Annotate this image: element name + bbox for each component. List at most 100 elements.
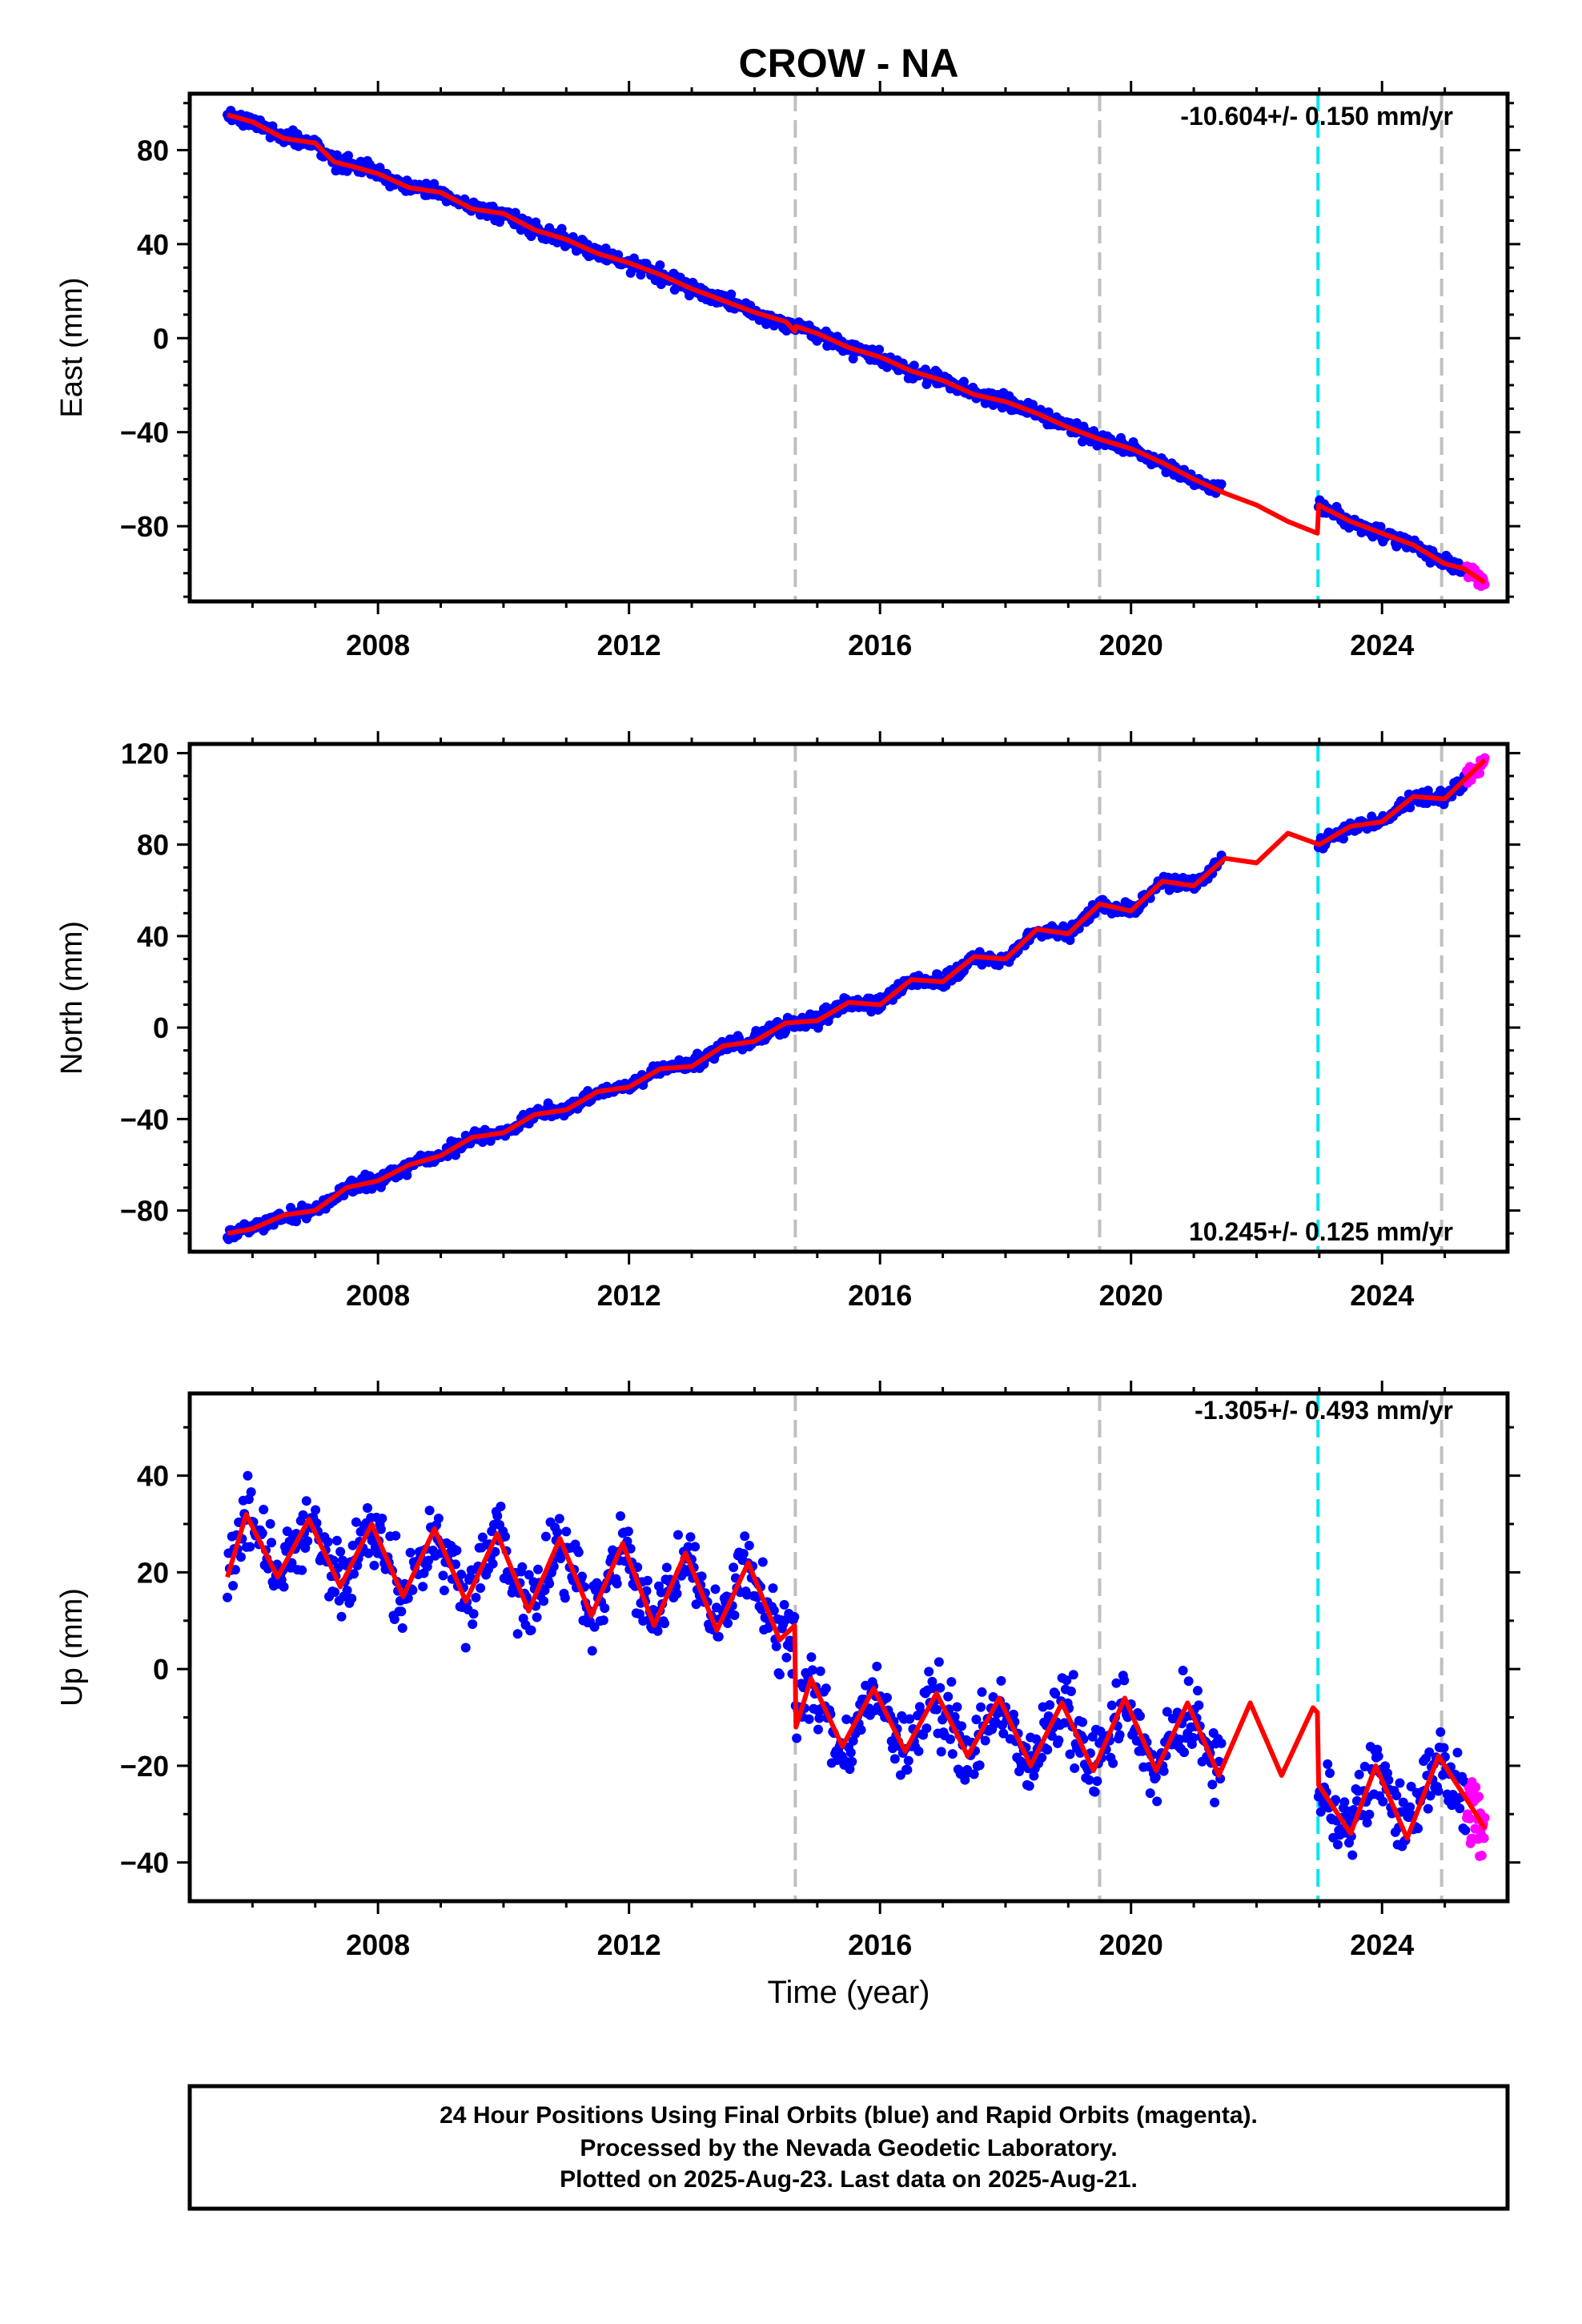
up-final-point-898 bbox=[1332, 1839, 1343, 1850]
east-final-point-183 bbox=[429, 179, 440, 189]
x-axis-label: Time (year) bbox=[768, 1975, 930, 2010]
up-final-point-89 bbox=[323, 1537, 333, 1547]
east-final-point-446 bbox=[726, 289, 737, 300]
up-final-point-710 bbox=[1024, 1781, 1034, 1791]
north-final-point-740 bbox=[1058, 921, 1069, 931]
up-final-point-829 bbox=[1158, 1766, 1169, 1776]
up-final-point-978 bbox=[1423, 1803, 1433, 1814]
up-final-point-211 bbox=[460, 1642, 471, 1653]
up-final-point-21 bbox=[246, 1487, 256, 1498]
up-final-point-530 bbox=[821, 1683, 831, 1694]
east-x-tick-label-2: 2016 bbox=[848, 629, 912, 661]
up-final-point-399 bbox=[673, 1530, 683, 1540]
up-final-point-224 bbox=[476, 1583, 486, 1594]
up-final-point-685 bbox=[996, 1675, 1006, 1686]
up-final-point-763 bbox=[1084, 1775, 1094, 1785]
up-final-point-625 bbox=[928, 1683, 938, 1694]
up-final-point-851 bbox=[1183, 1676, 1194, 1687]
up-final-point-345 bbox=[612, 1578, 622, 1589]
up-final-point-242 bbox=[496, 1502, 506, 1512]
up-final-point-859 bbox=[1192, 1686, 1203, 1696]
up-final-point-523 bbox=[813, 1724, 823, 1735]
north-x-tick-label-3: 2020 bbox=[1099, 1279, 1163, 1312]
up-final-point-612 bbox=[913, 1746, 924, 1756]
up-final-point-746 bbox=[1065, 1749, 1075, 1759]
up-rapid-point-16 bbox=[1474, 1791, 1484, 1802]
up-final-point-148 bbox=[389, 1614, 400, 1624]
up-final-point-95 bbox=[330, 1587, 340, 1598]
up-final-point-187 bbox=[433, 1513, 444, 1523]
up-final-point-743 bbox=[1062, 1675, 1072, 1686]
north-model-line bbox=[227, 758, 1487, 1236]
up-x-tick-label-3: 2020 bbox=[1099, 1928, 1163, 1961]
up-final-point-78 bbox=[311, 1505, 321, 1515]
north-plot-frame bbox=[187, 742, 1510, 1254]
up-final-point-474 bbox=[757, 1557, 768, 1567]
up-final-point-420 bbox=[697, 1571, 707, 1582]
east-x-tick-label-1: 2012 bbox=[597, 629, 661, 661]
up-final-point-154 bbox=[396, 1606, 407, 1617]
up-final-point-5 bbox=[228, 1581, 239, 1591]
up-final-point-548 bbox=[841, 1714, 852, 1724]
up-final-point-554 bbox=[848, 1735, 858, 1746]
up-final-point-602 bbox=[902, 1765, 913, 1775]
up-final-point-333 bbox=[598, 1615, 608, 1626]
up-final-point-553 bbox=[847, 1756, 857, 1767]
up-final-point-667 bbox=[976, 1702, 986, 1712]
up-final-point-217 bbox=[468, 1619, 478, 1630]
up-final-point-136 bbox=[375, 1524, 386, 1534]
footer-box bbox=[187, 2084, 1510, 2211]
up-final-point-389 bbox=[661, 1562, 672, 1573]
up-final-point-575 bbox=[872, 1661, 882, 1671]
up-y-tick-label-1: −20 bbox=[120, 1750, 169, 1783]
panel-north: North (mm) 2008 2012 2016 2020 2024 −80 −40 0 40… bbox=[55, 731, 1520, 1312]
up-final-point-191 bbox=[438, 1570, 448, 1581]
up-final-point-832 bbox=[1162, 1707, 1172, 1717]
up-final-point-489 bbox=[774, 1670, 785, 1680]
up-final-point-525 bbox=[815, 1666, 825, 1676]
up-final-point-783 bbox=[1106, 1700, 1117, 1711]
up-final-point-381 bbox=[652, 1626, 663, 1636]
up-final-point-891 bbox=[1325, 1768, 1335, 1779]
up-final-point-980 bbox=[1425, 1791, 1435, 1801]
up-final-point-644 bbox=[950, 1711, 960, 1722]
up-final-point-207 bbox=[456, 1570, 467, 1580]
up-final-point-969 bbox=[1413, 1823, 1423, 1834]
rate-label-up: -1.305+/- 0.493 mm/yr bbox=[1195, 1396, 1453, 1425]
north-rapid-point-17 bbox=[1475, 768, 1485, 778]
up-rapid-point-4 bbox=[1464, 1813, 1475, 1823]
up-final-point-987 bbox=[1433, 1786, 1443, 1796]
up-final-point-398 bbox=[672, 1589, 682, 1599]
up-final-point-736 bbox=[1054, 1735, 1064, 1746]
y-axis-label-north: North (mm) bbox=[55, 921, 89, 1075]
up-final-point-726 bbox=[1042, 1744, 1053, 1755]
panel-up: Up (mm) 2008 2012 2016 2020 2024 −40 −20 0 20 40 -… bbox=[55, 1381, 1520, 1961]
up-final-point-551 bbox=[845, 1764, 855, 1775]
up-final-point-640 bbox=[945, 1734, 955, 1744]
east-y-tick-label-4: 80 bbox=[137, 134, 169, 167]
up-final-point-220 bbox=[471, 1592, 481, 1602]
up-final-point-110 bbox=[347, 1594, 357, 1604]
up-final-point-846 bbox=[1178, 1665, 1188, 1675]
east-final-point-652 bbox=[958, 376, 969, 387]
up-final-point-130 bbox=[369, 1560, 379, 1570]
up-final-point-504 bbox=[792, 1733, 802, 1743]
up-final-point-515 bbox=[804, 1714, 814, 1724]
y-axis-label-up: Up (mm) bbox=[55, 1588, 89, 1707]
up-final-point-938 bbox=[1378, 1796, 1388, 1807]
up-final-point-943 bbox=[1383, 1775, 1394, 1785]
up-final-point-671 bbox=[980, 1735, 990, 1746]
up-rapid-point-20 bbox=[1476, 1851, 1487, 1861]
up-y-tick-label-3: 20 bbox=[137, 1556, 169, 1589]
east-plot-frame bbox=[187, 91, 1510, 604]
up-final-point-101 bbox=[336, 1611, 347, 1622]
up-final-point-773 bbox=[1095, 1726, 1106, 1736]
up-final-point-502 bbox=[789, 1612, 800, 1622]
up-final-point-666 bbox=[974, 1760, 985, 1771]
up-final-point-638 bbox=[943, 1691, 954, 1702]
east-final-point-107 bbox=[343, 151, 353, 161]
east-final-point-97 bbox=[331, 150, 342, 160]
up-final-point-155 bbox=[397, 1622, 408, 1633]
up-final-point-517 bbox=[806, 1652, 817, 1663]
up-final-point-149 bbox=[391, 1530, 401, 1541]
